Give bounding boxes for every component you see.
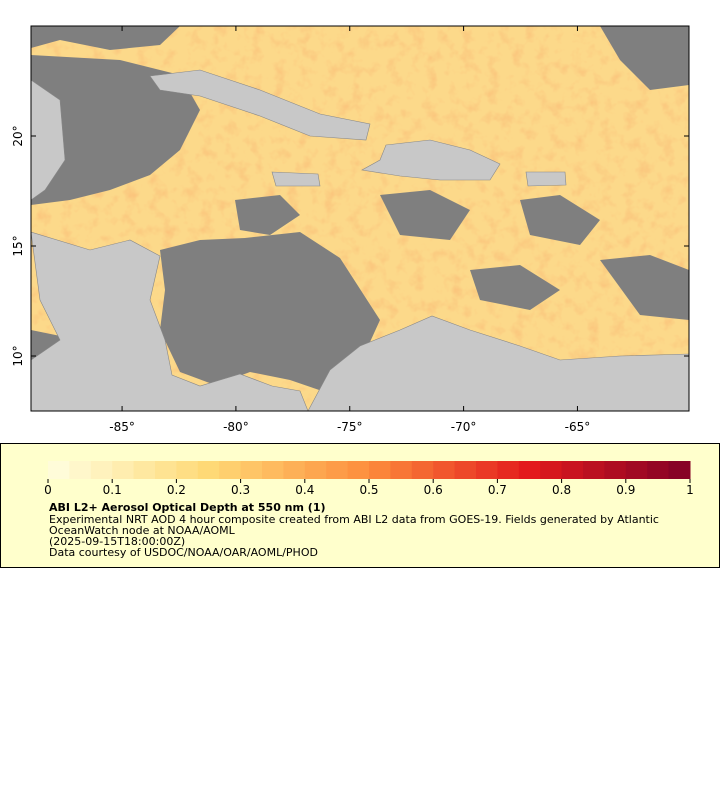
colorbar-segment — [219, 461, 242, 479]
y-tick-label: 10° — [11, 345, 25, 366]
colorbar-segment — [197, 461, 220, 479]
x-tick-label: -85° — [109, 420, 135, 434]
x-tick-label: -70° — [451, 420, 477, 434]
map: -85° -80° -75° -70° -65° 10° 15° 20° — [11, 25, 690, 434]
colorbar-segment — [583, 461, 605, 479]
colorbar-segment — [304, 461, 327, 479]
colorbar-tick-label: 0.8 — [552, 483, 571, 496]
colorbar-tick-label: 0.4 — [295, 483, 314, 496]
map-frame — [30, 25, 690, 412]
colorbar-segment — [369, 461, 391, 479]
x-tick-label: -75° — [337, 420, 363, 434]
legend-credit: Data courtesy of USDOC/NOAA/OAR/AOML/PHO… — [49, 546, 318, 559]
colorbar-segment — [176, 461, 199, 479]
colorbar-segment — [454, 461, 477, 479]
colorbar-tick-label: 0.5 — [359, 483, 378, 496]
legend-time: (2025-09-15T18:00:00Z) — [49, 535, 186, 548]
land — [31, 69, 689, 411]
colorbar-segment — [390, 461, 413, 479]
colorbar-segment — [347, 461, 370, 479]
y-tick-label: 20° — [11, 125, 25, 146]
x-tick-label: -80° — [223, 420, 249, 434]
colorbar-segment — [48, 461, 70, 479]
legend-title: ABI L2+ Aerosol Optical Depth at 550 nm … — [49, 501, 326, 514]
legend-description: Experimental NRT AOD 4 hour composite cr… — [49, 513, 659, 537]
legend: 0 0.1 0.2 0.3 0.4 0.5 0.6 0.7 0.8 0.9 1 ABI L2+ Ae… — [0, 443, 720, 568]
colorbar-segment — [240, 461, 263, 479]
colorbar-segment — [647, 461, 670, 479]
colorbar-segment — [540, 461, 563, 479]
colorbar-segment — [411, 461, 434, 479]
colorbar-segment — [283, 461, 306, 479]
colorbar-segment — [112, 461, 135, 479]
x-tick-label: -65° — [565, 420, 591, 434]
colorbar-segment — [262, 461, 284, 479]
colorbar-tick-label: 1 — [686, 483, 694, 496]
colorbar-segment — [604, 461, 627, 479]
colorbar-tick-label: 0.1 — [103, 483, 122, 496]
colorbar-segment — [326, 461, 349, 479]
colorbar-segment — [133, 461, 156, 479]
colorbar-tick-label: 0 — [44, 483, 52, 496]
colorbar-tick-label: 0.7 — [488, 483, 507, 496]
colorbar-segment — [433, 461, 456, 479]
colorbar-segment — [155, 461, 177, 479]
colorbar-segment — [518, 461, 541, 479]
colorbar-tick-label: 0.6 — [424, 483, 443, 496]
colorbar-segment — [561, 461, 584, 479]
colorbar-tick-label: 0.9 — [616, 483, 635, 496]
colorbar: 0 0.1 0.2 0.3 0.4 0.5 0.6 0.7 0.8 0.9 1 — [44, 461, 694, 496]
colorbar-segment — [90, 461, 113, 479]
colorbar-segment — [476, 461, 498, 479]
colorbar-segment — [69, 461, 92, 479]
colorbar-segment — [668, 461, 691, 479]
colorbar-segment — [625, 461, 648, 479]
colorbar-tick-label: 0.2 — [167, 483, 186, 496]
colorbar-tick-label: 0.3 — [231, 483, 250, 496]
y-tick-label: 15° — [11, 235, 25, 256]
map-imagery — [31, 26, 689, 411]
colorbar-segment — [497, 461, 520, 479]
